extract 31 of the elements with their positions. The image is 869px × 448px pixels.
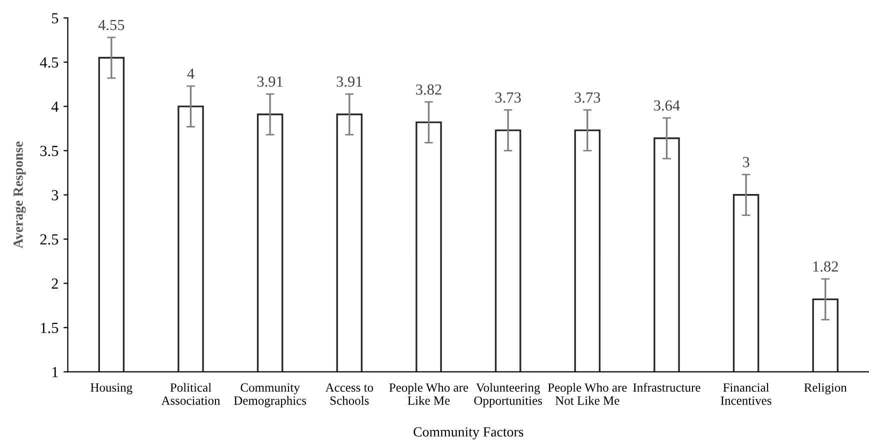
y-tick-label: 4.5 — [40, 57, 58, 68]
y-tick-label: 2 — [52, 278, 58, 289]
data-label: 3.91 — [257, 76, 283, 87]
x-tick-label: Community Demographics — [234, 383, 306, 408]
data-label: 3.82 — [416, 84, 442, 95]
x-tick-label: Financial Incentives — [720, 382, 772, 405]
y-tick-label: 1.5 — [41, 322, 58, 334]
x-tick-label: People Who are Not Like Me — [548, 382, 627, 405]
x-tick-label: Religion — [804, 382, 847, 394]
y-tick-label: 2.5 — [40, 234, 58, 245]
data-label: 3 — [742, 156, 750, 168]
data-label: 4 — [187, 68, 194, 79]
y-tick-label: 3 — [52, 190, 58, 200]
x-tick-label: Political Association — [161, 382, 220, 405]
data-label: 1.82 — [813, 261, 838, 272]
x-tick-label: Housing — [90, 383, 132, 394]
data-label: 3.73 — [574, 92, 600, 103]
y-tick-label: 5 — [52, 13, 58, 24]
data-label: 3.91 — [336, 76, 362, 87]
x-axis-title: Community Factors — [414, 427, 524, 440]
data-label: 4.55 — [98, 20, 124, 30]
y-tick-label: 1 — [52, 367, 58, 378]
y-tick-label: 3.5 — [40, 146, 58, 156]
data-label: 3.73 — [495, 92, 521, 103]
x-tick-label: Volunteering Opportunities — [474, 382, 542, 408]
x-tick-label: People Who are Like Me — [389, 382, 468, 405]
y-tick-label: 4 — [51, 102, 59, 112]
x-tick-label: Infrastructure — [633, 382, 700, 392]
data-label: 3.64 — [654, 100, 680, 111]
x-tick-label: Access to Schools — [325, 383, 374, 405]
y-axis-title: Average Response — [14, 142, 26, 248]
